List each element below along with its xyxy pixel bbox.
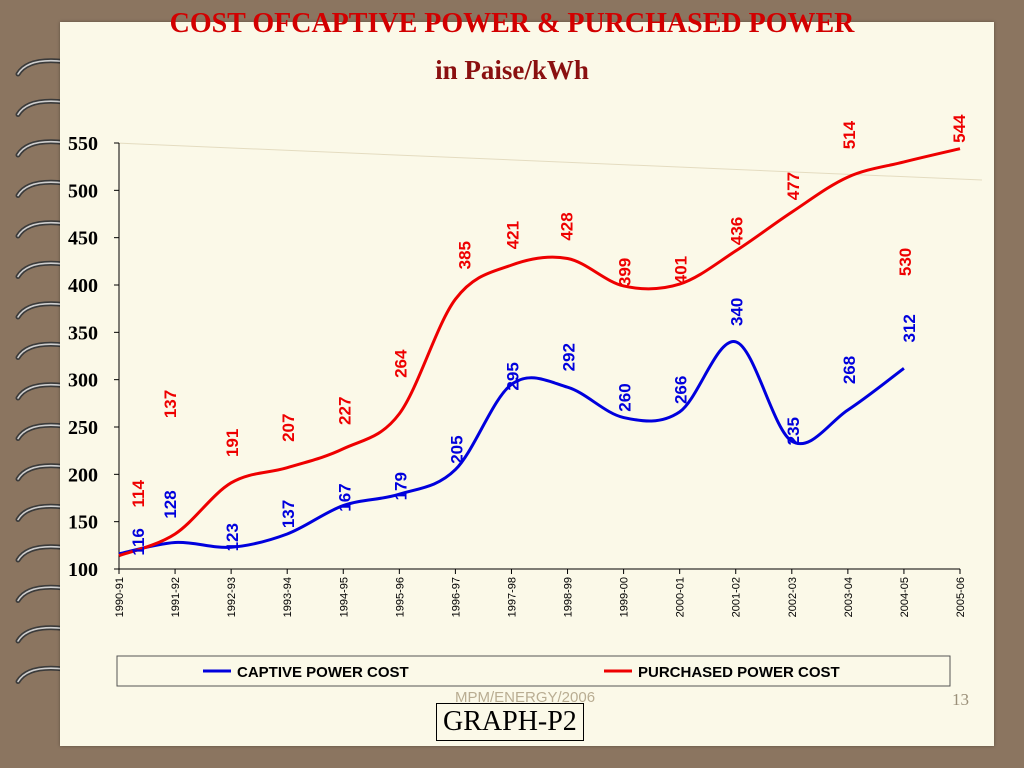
data-label: 292 [560, 343, 579, 371]
x-tick-label: 1995-96 [394, 577, 406, 617]
y-tick-label: 300 [68, 370, 98, 392]
graph-label: GRAPH-P2 [436, 703, 584, 741]
y-tick-label: 550 [68, 133, 98, 155]
data-label: 399 [616, 258, 635, 286]
data-label: 266 [672, 376, 691, 404]
x-tick-label: 1991-92 [170, 577, 182, 617]
data-label: 544 [950, 114, 969, 143]
data-label: 137 [279, 500, 298, 528]
data-label: 137 [161, 390, 180, 418]
data-label: 179 [391, 472, 410, 500]
slide-page [60, 22, 994, 746]
data-label: 235 [784, 417, 803, 445]
x-tick-label: 1993-94 [282, 577, 294, 617]
legend: CAPTIVE POWER COST PURCHASED POWER COST [116, 655, 951, 687]
x-tick-label: 1994-95 [338, 577, 350, 617]
y-tick-label: 100 [68, 559, 98, 581]
y-tick-label: 500 [68, 180, 98, 202]
page-number: 13 [952, 690, 969, 709]
data-label: 428 [558, 212, 577, 240]
data-label: 123 [223, 523, 242, 551]
x-tick-label: 1999-00 [619, 577, 631, 617]
x-tick-label: 1992-93 [226, 577, 238, 617]
x-tick-label: 2004-05 [899, 577, 911, 617]
chart-title: COST OFCAPTIVE POWER & PURCHASED POWER [169, 8, 855, 39]
decorative-rule [115, 142, 983, 181]
y-tick-label: 150 [68, 512, 98, 534]
data-label: 312 [900, 314, 919, 342]
x-tick-label: 1990-91 [114, 577, 126, 617]
data-label: 514 [840, 120, 859, 149]
y-tick-label: 250 [68, 417, 98, 439]
series-line [118, 147, 961, 558]
data-label: 260 [616, 383, 635, 411]
legend-label: PURCHASED POWER COST [638, 664, 840, 681]
data-label: 167 [335, 483, 354, 511]
y-tick-label: 350 [68, 322, 98, 344]
data-label: 114 [129, 479, 148, 507]
data-label: 421 [503, 221, 522, 249]
data-label: 295 [503, 362, 522, 390]
data-label: 385 [455, 241, 474, 269]
x-tick-label: 2001-02 [731, 577, 743, 617]
x-tick-label: 1996-97 [450, 577, 462, 617]
y-tick-label: 200 [68, 464, 98, 486]
data-label: 128 [161, 490, 180, 518]
data-label: 205 [447, 435, 466, 463]
legend-label: CAPTIVE POWER COST [237, 664, 409, 681]
data-label: 227 [335, 397, 354, 425]
x-tick-label: 1998-99 [563, 577, 575, 617]
x-tick-label: 2003-04 [843, 577, 855, 617]
data-label: 436 [728, 217, 747, 245]
data-label: 207 [279, 414, 298, 442]
data-label: 268 [840, 356, 859, 384]
data-label: 477 [784, 172, 803, 200]
data-label: 116 [129, 528, 148, 555]
x-tick-label: 2000-01 [675, 577, 687, 617]
x-tick-label: 1997-98 [506, 577, 518, 617]
footer-text: MPM/ENERGY/2006 [455, 689, 596, 706]
y-tick-label: 400 [68, 275, 98, 297]
x-tick-label: 2002-03 [787, 577, 799, 617]
data-label: 401 [672, 256, 691, 284]
data-label: 340 [728, 298, 747, 326]
data-label: 264 [391, 349, 410, 378]
x-tick-label: 2005-06 [955, 577, 967, 617]
data-label: 191 [223, 429, 242, 457]
series-line [118, 340, 905, 556]
y-tick-label: 450 [68, 228, 98, 250]
chart-subtitle: in Paise/kWh [435, 55, 589, 85]
data-label: 530 [896, 248, 915, 276]
